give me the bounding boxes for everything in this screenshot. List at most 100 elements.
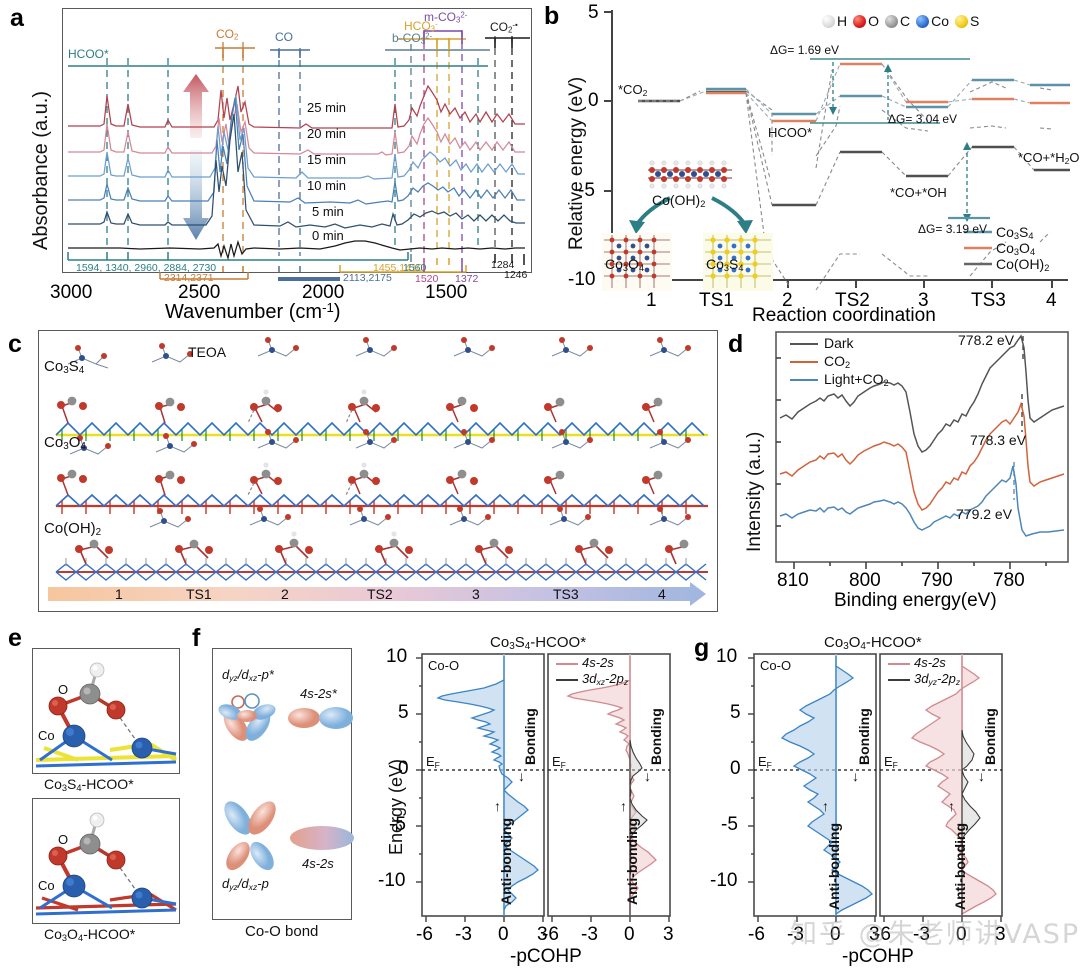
- panel-b-xtick-4: 4: [1046, 290, 1057, 311]
- panel-f-ytick-5: 5: [398, 702, 409, 723]
- panel-f-bonding-left-arrow: ↓: [518, 768, 525, 784]
- panel-g-label: g: [694, 634, 710, 662]
- annot-co-h2o: *CO+*H2O: [1018, 150, 1080, 166]
- panel-g-ytick--5: -5: [721, 814, 738, 835]
- panel-a-xtick-3000: 3000: [50, 282, 93, 303]
- atom-legend: H O C Co S: [822, 13, 979, 29]
- trace-label-0: 0 min: [312, 228, 344, 243]
- atom-dot-S: [955, 14, 969, 28]
- panel-f-orbital-label-bond-d: dyz/dxz-p: [222, 876, 269, 892]
- panel-b-xtick-ts1: TS1: [699, 290, 734, 311]
- atom-dot-H: [822, 14, 835, 28]
- orbital-dyz-dxz-p-star: [218, 693, 276, 741]
- panel-c-teoa-label: TEOA: [188, 344, 227, 360]
- structure-cooh2: [648, 160, 732, 189]
- trace-dark: [779, 334, 1065, 453]
- panel-g-ytick-0: 0: [730, 758, 741, 779]
- panel-g-ef-right: EF: [884, 754, 898, 770]
- panel-f-ytick-10: 10: [386, 646, 408, 667]
- panel-b-ytick-5: 5: [588, 2, 599, 23]
- panel-b-xlabel: Reaction coordination: [752, 305, 936, 326]
- struct-co3s4-hcoo: [35, 662, 178, 768]
- panel-b-ytick-0: 0: [588, 90, 599, 111]
- panel-f-xtick-3: 3: [537, 924, 548, 945]
- panel-d-xtick-800: 800: [849, 570, 881, 591]
- panel-a-xtick-1500: 1500: [425, 282, 468, 303]
- panel-f-xtick2--6: -6: [542, 924, 559, 945]
- panel-d-peak-778-2: 778.2 eV: [958, 332, 1015, 348]
- peak-label-co2: 2314,2371: [164, 272, 214, 284]
- panel-b-ytick--5: -5: [578, 180, 595, 201]
- panel-g-bonding-right-arrow: ↓: [978, 768, 985, 784]
- atom-label-C: C: [900, 13, 911, 29]
- panel-b-legend-co3o4: Co3O4: [996, 240, 1036, 258]
- panel-f-antibonding-left: Anti-bonding: [498, 817, 514, 905]
- panel-c-row-label-cooh2: Co(OH)2: [44, 520, 102, 539]
- panel-g-cohp-title: Co3O4-HCOO*: [824, 634, 922, 653]
- annot-dg1: ΔG= 1.69 eV: [770, 43, 840, 57]
- panel-c-stage-4: 4: [658, 586, 666, 602]
- trace-label-15: 15 min: [307, 152, 347, 167]
- panel-f-antibonding-left-arrow: ↑: [494, 798, 501, 814]
- panel-f-ef-right: EF: [552, 754, 566, 770]
- panel-d-svg: [775, 331, 1069, 569]
- panel-d-xlabel: Binding energy(eV): [834, 590, 997, 611]
- panel-b-xtick-1: 1: [646, 290, 657, 311]
- teoa-row1: [67, 337, 691, 369]
- species-label-mco3: m-CO32-: [424, 10, 468, 25]
- panel-g-ytick--10: -10: [710, 870, 738, 891]
- panel-f-xtick2-3: 3: [663, 924, 674, 945]
- panel-f-xtick2--3: -3: [581, 924, 598, 945]
- panel-g-xtick--6: -6: [748, 924, 765, 945]
- panel-f-legend-4s2s: 4s-2s: [582, 655, 614, 670]
- panel-e-label: e: [8, 624, 22, 652]
- panel-f-orbital-label-antibond-s: 4s-2s*: [300, 686, 337, 701]
- trace-label-10: 10 min: [307, 178, 347, 193]
- structure-co3o4: [602, 233, 672, 291]
- panel-g-bonding-left: Bonding: [856, 708, 872, 765]
- peak-label-hco3: 1455,1410: [373, 262, 423, 274]
- trace-label-20: 20 min: [307, 126, 347, 141]
- atom-dot-O: [853, 14, 867, 28]
- panel-g-xlabel: -pCOHP: [842, 946, 914, 967]
- adsorbates-co3o4: [57, 429, 691, 496]
- panel-e-atom-label-co-1: Co: [38, 728, 55, 743]
- panel-f-ytick-0: 0: [398, 758, 409, 779]
- panel-e-atom-label-o-1: O: [58, 682, 69, 697]
- panel-f-xtick--3: -3: [455, 924, 472, 945]
- annot-co3s4-structure-label: Co3S4: [706, 256, 744, 274]
- structure-co3s4: [703, 233, 773, 291]
- panel-f-xtick2-0: 0: [624, 924, 635, 945]
- row-co3s4-slab: [55, 421, 708, 441]
- orbital-4s-2s-star: [288, 707, 353, 729]
- panel-g-xtick-3: 3: [869, 924, 880, 945]
- panel-e-atom-label-co-2: Co: [38, 878, 55, 893]
- panel-a: a Absorbance (a.u.): [0, 0, 540, 323]
- stage-gradient-bar: [48, 582, 706, 606]
- increase-arrow: [183, 74, 209, 138]
- panel-d-peak-779-2: 779.2 eV: [956, 506, 1013, 522]
- panel-c-row-label-co3s4: Co3S4: [44, 358, 85, 377]
- panel-b-label: b: [544, 2, 560, 30]
- panel-c-svg: [48, 337, 708, 606]
- orbital-dyz-dxz-p: [224, 801, 276, 871]
- panel-b-xtick-ts2: TS2: [835, 290, 870, 311]
- panel-g: g Co3O4-HCOO*: [690, 620, 1080, 974]
- panel-f-bonding-right-arrow: ↓: [644, 768, 651, 784]
- panel-f-antibonding-right: Anti-bonding: [624, 817, 640, 905]
- panel-e-atom-label-o-2: O: [58, 832, 69, 847]
- panel-c-stage-3: 3: [472, 586, 480, 602]
- row-cooh2-slab: [55, 558, 708, 581]
- annot-dg2: ΔG= 3.04 eV: [888, 112, 958, 126]
- panel-g-ytick-5: 5: [730, 702, 741, 723]
- panel-c-stage-ts3: TS3: [553, 586, 579, 602]
- panel-b-ytick--10: -10: [568, 269, 596, 290]
- trace-label-25: 25 min: [307, 100, 347, 115]
- atom-dot-Co: [916, 14, 930, 28]
- cohp-4s2s-curve: [566, 656, 657, 916]
- panel-g-legend-4s2s: 4s-2s: [914, 655, 946, 670]
- species-label-hco3: HCO3-: [404, 19, 438, 34]
- peak-label-1246: 1246: [504, 269, 528, 281]
- panel-d-legend-co2: CO2: [824, 353, 851, 371]
- peak-label-1520: 1520: [415, 273, 439, 285]
